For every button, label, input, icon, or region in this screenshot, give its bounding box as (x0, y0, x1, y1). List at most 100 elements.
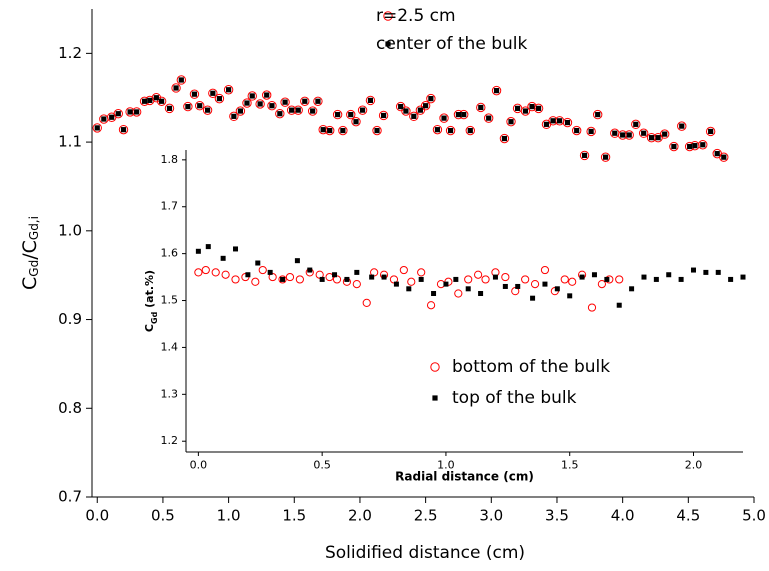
y-tick-label: 1.2 (161, 434, 179, 447)
legend-marker (385, 41, 391, 47)
data-point (543, 121, 550, 127)
data-point (153, 95, 159, 101)
x-tick-label: 1.0 (217, 506, 241, 524)
data-point (564, 119, 571, 126)
data-point (604, 276, 610, 282)
data-point (474, 270, 483, 279)
data-point (159, 98, 165, 104)
data-point (579, 274, 585, 280)
data-point (208, 88, 218, 98)
y-tick-label: 1.8 (161, 153, 179, 166)
data-point (257, 101, 263, 107)
data-point (530, 280, 540, 289)
data-point (728, 276, 734, 282)
data-point (447, 127, 454, 134)
y-axis-label: CGd/CGd,i (19, 216, 41, 290)
data-point (300, 96, 310, 106)
data-point (478, 290, 484, 296)
data-point (441, 115, 447, 121)
data-point (378, 110, 389, 121)
y-label-subscript: Gd (150, 311, 159, 324)
data-point (393, 281, 399, 287)
x-tick-label: 4.0 (611, 506, 635, 524)
data-point (501, 272, 510, 282)
data-point (641, 130, 647, 136)
data-point (740, 274, 746, 280)
data-point (600, 152, 611, 162)
data-point (374, 127, 380, 134)
data-point (540, 265, 550, 275)
data-point (348, 111, 354, 118)
data-point (344, 276, 350, 282)
data-point (346, 109, 356, 120)
y-tick-label: 0.9 (58, 310, 82, 328)
data-point (714, 151, 720, 157)
data-point (251, 277, 260, 286)
data-point (189, 89, 200, 99)
y-label-subscript: Gd,i (27, 216, 41, 240)
data-point (237, 108, 244, 114)
data-point (666, 272, 672, 278)
data-point (554, 286, 560, 292)
data-point (464, 275, 473, 284)
data-point (211, 268, 220, 277)
data-point (92, 123, 102, 133)
data-point (226, 87, 232, 93)
legend-label: bottom of the bulk (452, 357, 610, 377)
data-point (615, 275, 624, 284)
data-point (332, 272, 338, 278)
data-point (620, 132, 626, 138)
data-point (476, 102, 486, 113)
data-point (147, 97, 153, 103)
data-point (705, 126, 716, 137)
data-point (679, 123, 685, 129)
data-point (592, 109, 603, 120)
data-point (406, 286, 412, 292)
y-tick-label: 1.3 (161, 387, 179, 400)
data-point (486, 115, 492, 121)
data-point (194, 268, 203, 277)
data-point (245, 272, 251, 278)
data-point (164, 103, 175, 114)
y-tick-label: 1.1 (58, 133, 82, 151)
data-point (307, 267, 313, 273)
data-point (294, 258, 300, 264)
data-point (269, 103, 275, 109)
y-tick-label: 1.0 (58, 221, 82, 239)
data-point (220, 255, 226, 261)
y-tick-label: 1.5 (161, 294, 179, 307)
data-point (417, 268, 426, 277)
data-point (719, 152, 729, 162)
data-point (703, 269, 709, 275)
data-point (231, 113, 237, 119)
data-point (302, 98, 308, 104)
data-point (465, 125, 475, 136)
data-point (229, 111, 239, 122)
data-point (409, 111, 419, 122)
x-tick-label: 5.0 (742, 506, 766, 524)
data-point (453, 276, 459, 282)
data-point (369, 274, 375, 280)
data-point (173, 85, 179, 91)
data-point (571, 125, 582, 136)
data-point (721, 154, 727, 160)
data-point (461, 111, 467, 118)
x-tick-label: 3.5 (545, 506, 569, 524)
data-point (195, 101, 205, 111)
data-point (338, 125, 348, 136)
data-point (431, 290, 437, 296)
data-point (557, 118, 563, 124)
data-point (612, 130, 618, 136)
data-point (264, 92, 270, 98)
data-point (319, 276, 325, 282)
data-point (354, 269, 360, 275)
x-tick-label: 0.0 (85, 506, 109, 524)
data-point (454, 289, 463, 298)
y-label-part: /C (19, 240, 41, 260)
data-point (417, 107, 423, 113)
data-point (372, 125, 382, 136)
data-point (120, 127, 127, 133)
data-point (352, 280, 361, 289)
x-tick-label: 0.5 (151, 506, 175, 524)
